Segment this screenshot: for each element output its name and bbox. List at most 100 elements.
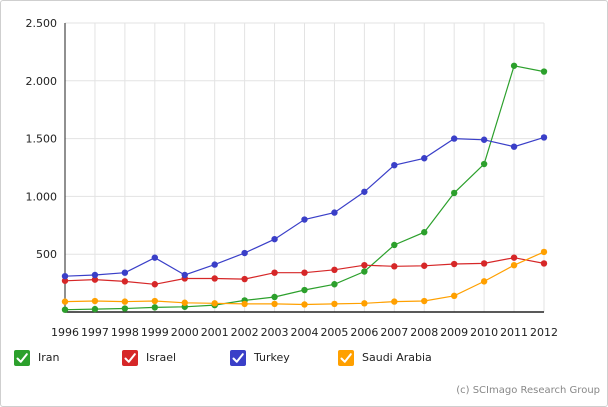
data-point-israel bbox=[121, 278, 129, 285]
data-point-iran bbox=[61, 306, 69, 313]
checkbox-checked-icon[interactable] bbox=[230, 350, 246, 366]
data-point-israel bbox=[540, 260, 548, 267]
x-tick-label: 1996 bbox=[51, 326, 79, 339]
data-point-saudi-arabia bbox=[450, 292, 458, 300]
data-point-israel bbox=[480, 260, 488, 267]
data-point-saudi-arabia bbox=[480, 278, 488, 285]
data-point-turkey bbox=[91, 271, 99, 279]
data-point-turkey bbox=[361, 188, 368, 195]
data-point-iran bbox=[421, 229, 428, 236]
data-point-saudi-arabia bbox=[211, 300, 218, 307]
data-point-turkey bbox=[331, 209, 338, 216]
x-tick-label: 2010 bbox=[470, 326, 498, 339]
data-point-iran bbox=[331, 281, 338, 288]
data-point-iran bbox=[480, 160, 488, 168]
data-point-turkey bbox=[211, 261, 218, 268]
data-point-saudi-arabia bbox=[510, 261, 518, 269]
y-tick-label: 1.000 bbox=[26, 190, 58, 203]
data-point-saudi-arabia bbox=[241, 300, 248, 308]
check-mark-icon bbox=[124, 353, 136, 363]
legend-label: Israel bbox=[146, 351, 177, 364]
axes bbox=[64, 23, 544, 313]
x-tick-label: 2001 bbox=[201, 326, 229, 339]
checkbox-checked-icon[interactable] bbox=[14, 350, 30, 366]
data-point-iran bbox=[301, 286, 308, 294]
data-point-turkey bbox=[421, 155, 428, 162]
checkbox-checked-icon[interactable] bbox=[338, 350, 354, 366]
data-point-turkey bbox=[480, 136, 488, 143]
data-point-saudi-arabia bbox=[301, 301, 308, 308]
check-mark-icon bbox=[340, 353, 352, 363]
check-mark-icon bbox=[16, 353, 28, 363]
data-point-turkey bbox=[271, 235, 278, 243]
data-point-turkey bbox=[151, 254, 159, 261]
x-tick-label: 2009 bbox=[440, 326, 468, 339]
x-tick-label: 1997 bbox=[81, 326, 109, 339]
data-point-israel bbox=[421, 262, 428, 269]
data-point-turkey bbox=[241, 249, 248, 257]
data-point-turkey bbox=[121, 269, 129, 276]
data-point-saudi-arabia bbox=[121, 298, 129, 305]
x-tick-label: 2011 bbox=[500, 326, 528, 339]
data-point-iran bbox=[391, 241, 398, 249]
legend-label: Iran bbox=[38, 351, 60, 364]
grid-lines bbox=[64, 22, 545, 312]
data-point-saudi-arabia bbox=[540, 248, 548, 256]
data-point-saudi-arabia bbox=[391, 298, 398, 305]
data-point-israel bbox=[510, 254, 518, 261]
data-point-iran bbox=[540, 68, 548, 75]
data-point-saudi-arabia bbox=[181, 299, 188, 306]
x-tick-label: 2002 bbox=[231, 326, 259, 339]
data-point-turkey bbox=[301, 216, 308, 223]
series-points bbox=[61, 62, 548, 313]
x-tick-label: 2004 bbox=[291, 326, 319, 339]
x-tick-labels: 1996 1997 1998 1999 2000 2001 2002 2003 2004 2005… bbox=[51, 326, 558, 339]
x-tick-label: 2005 bbox=[320, 326, 348, 339]
data-point-turkey bbox=[540, 134, 548, 141]
check-mark-icon bbox=[232, 353, 244, 363]
x-tick-label: 2000 bbox=[171, 326, 199, 339]
data-point-israel bbox=[61, 277, 69, 284]
data-point-israel bbox=[241, 275, 248, 283]
legend-label: Saudi Arabia bbox=[362, 351, 432, 364]
data-point-iran bbox=[361, 268, 368, 275]
y-tick-label: 500 bbox=[36, 248, 57, 261]
y-tick-labels: 500 1.000 1.500 2.000 2.500 bbox=[26, 17, 58, 261]
data-point-saudi-arabia bbox=[331, 300, 338, 308]
data-point-israel bbox=[331, 266, 338, 274]
x-tick-label: 1998 bbox=[111, 326, 139, 339]
credit-text: (c) SCImago Research Group bbox=[456, 385, 600, 396]
data-point-iran bbox=[91, 305, 99, 313]
x-tick-label: 2012 bbox=[530, 326, 558, 339]
data-point-saudi-arabia bbox=[91, 297, 99, 305]
data-point-israel bbox=[450, 260, 458, 268]
data-point-israel bbox=[211, 275, 218, 282]
data-point-israel bbox=[391, 263, 398, 270]
y-tick-label: 2.500 bbox=[26, 17, 58, 30]
data-point-iran bbox=[121, 305, 129, 312]
data-point-saudi-arabia bbox=[61, 298, 69, 305]
x-tick-label: 2007 bbox=[380, 326, 408, 339]
data-point-israel bbox=[151, 281, 159, 288]
data-point-iran bbox=[450, 189, 458, 197]
data-point-turkey bbox=[510, 143, 518, 150]
data-point-saudi-arabia bbox=[361, 300, 368, 307]
x-tick-label: 2006 bbox=[350, 326, 378, 339]
legend-label: Turkey bbox=[254, 351, 290, 364]
data-point-turkey bbox=[181, 271, 188, 279]
data-point-turkey bbox=[450, 135, 458, 142]
y-tick-label: 2.000 bbox=[26, 75, 58, 88]
x-tick-label: 1999 bbox=[141, 326, 169, 339]
data-point-israel bbox=[361, 261, 368, 269]
checkbox-checked-icon[interactable] bbox=[122, 350, 138, 366]
data-point-saudi-arabia bbox=[421, 297, 428, 305]
data-point-turkey bbox=[391, 161, 398, 169]
data-point-israel bbox=[271, 269, 278, 276]
data-point-iran bbox=[151, 304, 159, 311]
y-tick-label: 1.500 bbox=[26, 133, 58, 146]
data-point-israel bbox=[301, 269, 308, 276]
x-tick-label: 2003 bbox=[261, 326, 289, 339]
data-point-israel bbox=[91, 276, 99, 283]
data-point-iran bbox=[510, 62, 518, 69]
